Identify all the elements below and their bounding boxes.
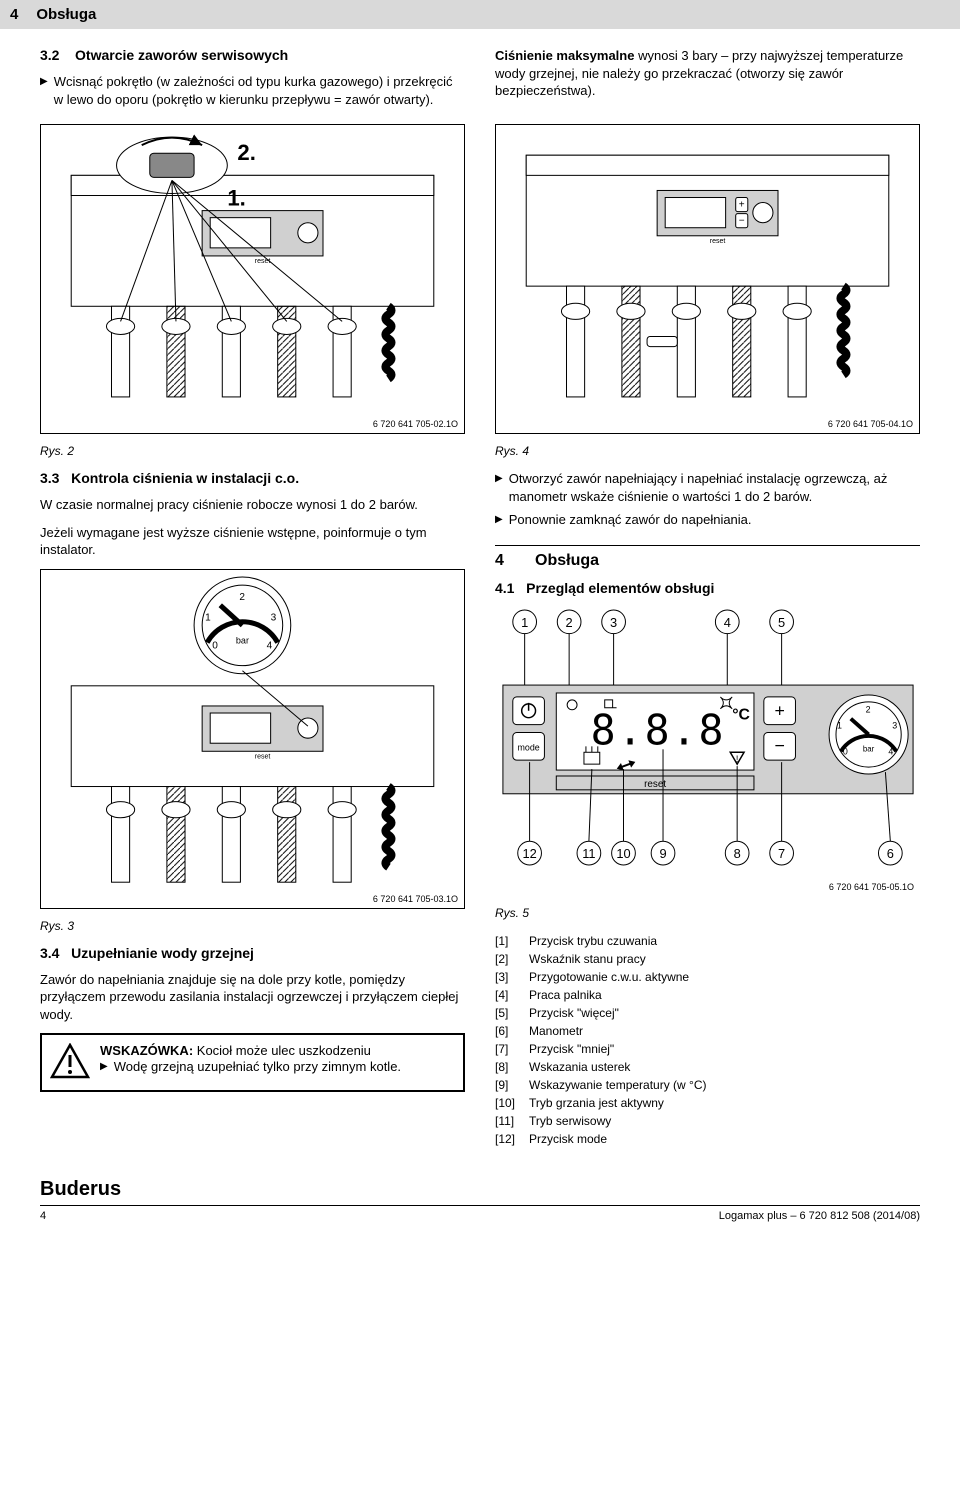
legend-item: [3]Przygotowanie c.w.u. aktywne bbox=[495, 968, 920, 986]
svg-text:mode: mode bbox=[518, 742, 540, 752]
para-3-3-1: W czasie normalnej pracy ciśnienie roboc… bbox=[40, 496, 465, 514]
legend-item: [9]Wskazywanie temperatury (w °C) bbox=[495, 1076, 920, 1094]
figure-3: 0 1 2 3 4 bar reset bbox=[40, 569, 465, 909]
footer-page: 4 bbox=[40, 1210, 46, 1222]
brand-logo: Buderus bbox=[40, 1178, 920, 1201]
svg-text:12: 12 bbox=[522, 846, 536, 861]
page-header: 4 Obsługa bbox=[0, 0, 960, 29]
svg-text:5: 5 bbox=[778, 614, 785, 629]
legend-item: [2]Wskaźnik stanu pracy bbox=[495, 950, 920, 968]
boiler-diagram-4: + − reset bbox=[496, 125, 919, 427]
fig3-caption: Rys. 3 bbox=[40, 919, 465, 933]
fig5-caption: Rys. 5 bbox=[495, 906, 920, 920]
heading-3-2: 3.2 Otwarcie zaworów serwisowych bbox=[40, 47, 465, 63]
svg-text:9: 9 bbox=[659, 846, 666, 861]
para-3-4-1: Zawór do napełniania znajduje się na dol… bbox=[40, 971, 465, 1024]
svg-text:−: − bbox=[739, 216, 745, 227]
svg-text:reset: reset bbox=[255, 258, 271, 265]
fig2-code: 6 720 641 705-02.1O bbox=[373, 419, 458, 429]
legend-item: [7]Przycisk "mniej" bbox=[495, 1040, 920, 1058]
notice-headline: WSKAZÓWKA: Kocioł może ulec uszkodzeniu bbox=[100, 1043, 401, 1058]
notice-box: WSKAZÓWKA: Kocioł może ulec uszkodzeniu … bbox=[40, 1033, 465, 1092]
svg-text:1: 1 bbox=[205, 612, 211, 623]
legend-item: [1]Przycisk trybu czuwania bbox=[495, 932, 920, 950]
svg-text:2: 2 bbox=[239, 592, 245, 603]
svg-text:2: 2 bbox=[866, 704, 871, 714]
notice-bullet: Wodę grzejną uzupełniać tylko przy zimny… bbox=[100, 1058, 401, 1076]
svg-text:3: 3 bbox=[271, 612, 277, 623]
legend-item: [5]Przycisk "więcej" bbox=[495, 1004, 920, 1022]
fig2-label-2: 2. bbox=[237, 140, 255, 165]
fig4-bullet2: Ponownie zamknąć zawór do napełniania. bbox=[495, 511, 920, 529]
svg-text:°C: °C bbox=[732, 706, 750, 723]
svg-text:1: 1 bbox=[521, 614, 528, 629]
svg-text:reset: reset bbox=[255, 753, 271, 760]
legend-item: [4]Praca palnika bbox=[495, 986, 920, 1004]
svg-text:bar: bar bbox=[236, 635, 249, 645]
boiler-diagram-2: reset 2. 1. bbox=[41, 125, 464, 427]
fig3-code: 6 720 641 705-03.1O bbox=[373, 894, 458, 904]
svg-text:+: + bbox=[739, 200, 745, 211]
svg-text:−: − bbox=[774, 735, 784, 755]
legend-item: [10]Tryb grzania jest aktywny bbox=[495, 1094, 920, 1112]
para-3-3-2: Jeżeli wymagane jest wyższe ciśnienie ws… bbox=[40, 524, 465, 559]
legend-list: [1]Przycisk trybu czuwania [2]Wskaźnik s… bbox=[495, 932, 920, 1148]
fig5-code: 6 720 641 705-05.1O bbox=[829, 882, 914, 892]
svg-text:8.8.8: 8.8.8 bbox=[591, 705, 726, 754]
header-section-title: Obsługa bbox=[36, 6, 96, 23]
svg-text:bar: bar bbox=[863, 744, 875, 753]
page-footer: 4 Logamax plus – 6 720 812 508 (2014/08) bbox=[40, 1205, 920, 1222]
fig2-label-1: 1. bbox=[227, 186, 245, 211]
svg-text:+: + bbox=[774, 700, 784, 720]
fig4-caption: Rys. 4 bbox=[495, 444, 920, 458]
svg-text:!: ! bbox=[736, 754, 738, 764]
svg-text:11: 11 bbox=[582, 846, 595, 861]
fig4-code: 6 720 641 705-04.1O bbox=[828, 419, 913, 429]
bullet-3-2-1: Wcisnąć pokrętło (w zależności od typu k… bbox=[40, 73, 465, 108]
figure-4: + − reset bbox=[495, 124, 920, 434]
fig2-caption: Rys. 2 bbox=[40, 444, 465, 458]
heading-3-3: 3.3 Kontrola ciśnienia w instalacji c.o. bbox=[40, 470, 465, 486]
svg-text:6: 6 bbox=[887, 846, 894, 861]
svg-text:1: 1 bbox=[837, 720, 842, 730]
svg-text:2: 2 bbox=[566, 614, 573, 629]
control-panel-diagram: 1 2 3 4 5 bbox=[495, 606, 920, 883]
heading-4: 4Obsługa bbox=[495, 545, 920, 570]
heading-3-4: 3.4 Uzupełnianie wody grzejnej bbox=[40, 945, 465, 961]
max-pressure-para: Ciśnienie maksymalne wynosi 3 bary – prz… bbox=[495, 47, 920, 100]
fig4-bullet1: Otworzyć zawór napełniający i napełniać … bbox=[495, 470, 920, 505]
svg-text:7: 7 bbox=[778, 846, 785, 861]
figure-5: 1 2 3 4 5 bbox=[495, 606, 920, 896]
svg-text:4: 4 bbox=[724, 614, 731, 629]
boiler-diagram-3: 0 1 2 3 4 bar reset bbox=[41, 570, 464, 902]
legend-item: [12]Przycisk mode bbox=[495, 1130, 920, 1148]
page-number: 4 bbox=[10, 6, 18, 23]
svg-text:10: 10 bbox=[616, 846, 630, 861]
legend-item: [8]Wskazania usterek bbox=[495, 1058, 920, 1076]
figure-2: reset 2. 1. bbox=[40, 124, 465, 434]
svg-text:4: 4 bbox=[267, 640, 273, 651]
footer-doc-id: Logamax plus – 6 720 812 508 (2014/08) bbox=[719, 1210, 920, 1222]
heading-4-1: 4.1 Przegląd elementów obsługi bbox=[495, 580, 920, 596]
svg-text:0: 0 bbox=[212, 640, 218, 651]
legend-item: [6]Manometr bbox=[495, 1022, 920, 1040]
svg-text:3: 3 bbox=[610, 614, 617, 629]
legend-item: [11]Tryb serwisowy bbox=[495, 1112, 920, 1130]
svg-text:8: 8 bbox=[734, 846, 741, 861]
warning-icon bbox=[50, 1043, 90, 1079]
svg-text:reset: reset bbox=[710, 238, 726, 245]
svg-text:3: 3 bbox=[892, 720, 897, 730]
